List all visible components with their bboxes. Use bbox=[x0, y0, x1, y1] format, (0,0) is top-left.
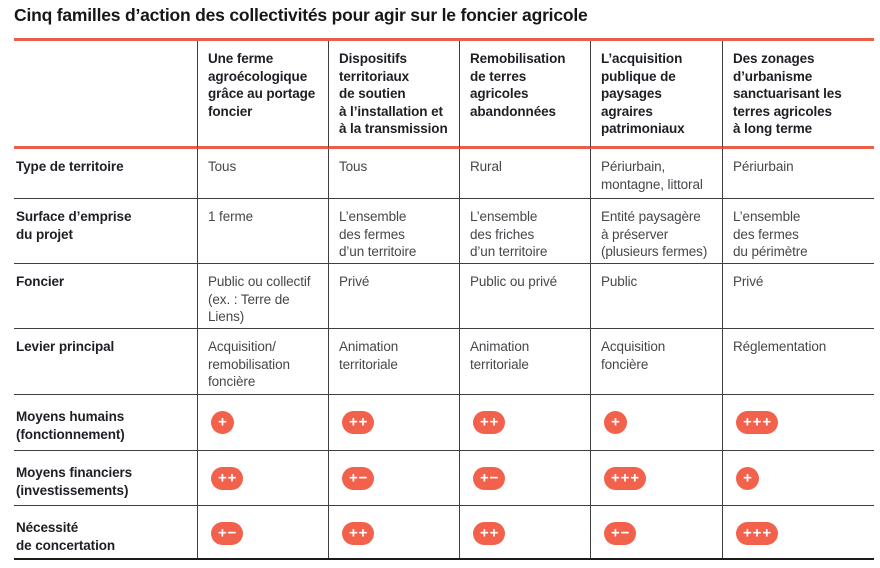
table-cell: Privé bbox=[328, 263, 459, 328]
row-label: Foncier bbox=[14, 263, 197, 328]
table-cell: + + + bbox=[722, 394, 874, 450]
table-cell: + + bbox=[197, 450, 328, 505]
table-cell: Périurbain bbox=[722, 149, 874, 198]
table-cell: + + bbox=[459, 505, 590, 558]
plus-icon: + bbox=[227, 469, 237, 487]
table-cell: + bbox=[197, 394, 328, 450]
row-label: Nécessité de concertation bbox=[14, 505, 197, 558]
table-cell: + + bbox=[459, 394, 590, 450]
minus-icon: − bbox=[227, 524, 237, 542]
plus-icon: + bbox=[480, 524, 489, 542]
rating-badge: + + bbox=[342, 411, 375, 434]
plus-icon: + bbox=[743, 413, 752, 431]
table-cell: L’ensemble des fermes du périmètre bbox=[722, 198, 874, 263]
table-cell: + bbox=[590, 394, 722, 450]
plus-icon: + bbox=[611, 413, 620, 431]
table-cell: Animation territoriale bbox=[328, 328, 459, 394]
table-cell: + − bbox=[590, 505, 722, 558]
plus-icon: + bbox=[611, 524, 620, 542]
table-cell: Public ou privé bbox=[459, 263, 590, 328]
table-cell: Périurbain, montagne, littoral bbox=[590, 149, 722, 198]
minus-icon: − bbox=[489, 469, 499, 487]
plus-icon: + bbox=[218, 524, 227, 542]
rating-badge: + − bbox=[473, 467, 506, 490]
minus-icon: − bbox=[620, 524, 630, 542]
rating-badge: + bbox=[604, 411, 627, 434]
rating-badge: + bbox=[736, 467, 759, 490]
table-cell: + + + bbox=[590, 450, 722, 505]
table-cell: + − bbox=[459, 450, 590, 505]
table-corner-cell bbox=[14, 41, 197, 149]
plus-icon: + bbox=[743, 469, 752, 487]
plus-icon: + bbox=[349, 413, 358, 431]
table-cell: Acquisition/ remobilisation foncière bbox=[197, 328, 328, 394]
table-cell: Tous bbox=[328, 149, 459, 198]
row-label: Moyens humains (fonctionnement) bbox=[14, 394, 197, 450]
page-title: Cinq familles d’action des collectivités… bbox=[14, 5, 588, 25]
row-label: Levier principal bbox=[14, 328, 197, 394]
table-cell: + + + bbox=[722, 505, 874, 558]
plus-icon: + bbox=[752, 413, 762, 431]
column-header: L’acquisition publique de paysages agrai… bbox=[590, 41, 722, 149]
plus-icon: + bbox=[349, 524, 358, 542]
plus-icon: + bbox=[480, 413, 489, 431]
table-cell: Réglementation bbox=[722, 328, 874, 394]
plus-icon: + bbox=[752, 524, 762, 542]
row-label: Surface d’emprise du projet bbox=[14, 198, 197, 263]
plus-icon: + bbox=[218, 469, 227, 487]
rating-badge: + − bbox=[342, 467, 375, 490]
column-header: Des zonages d’urbanisme sanctuarisant le… bbox=[722, 41, 874, 149]
plus-icon: + bbox=[358, 413, 368, 431]
table-cell: + bbox=[722, 450, 874, 505]
plus-icon: + bbox=[349, 469, 358, 487]
rating-badge: + + bbox=[473, 522, 506, 545]
table-cell: Tous bbox=[197, 149, 328, 198]
rating-badge: + − bbox=[604, 522, 637, 545]
rating-badge: + + + bbox=[736, 522, 779, 545]
table-cell: Animation territoriale bbox=[459, 328, 590, 394]
plus-icon: + bbox=[630, 469, 640, 487]
rating-badge: + − bbox=[211, 522, 244, 545]
rating-badge: + bbox=[211, 411, 234, 434]
plus-icon: + bbox=[218, 413, 227, 431]
rating-badge: + + bbox=[211, 467, 244, 490]
table-cell: L’ensemble des friches d’un territoire bbox=[459, 198, 590, 263]
plus-icon: + bbox=[489, 413, 499, 431]
table-cell: + − bbox=[328, 450, 459, 505]
table-cell: L’ensemble des fermes d’un territoire bbox=[328, 198, 459, 263]
table-cell: + + bbox=[328, 394, 459, 450]
plus-icon: + bbox=[358, 524, 368, 542]
table-cell: Public ou collectif (ex. : Terre de Lien… bbox=[197, 263, 328, 328]
table-cell: Entité paysagère à préserver (plusieurs … bbox=[590, 198, 722, 263]
table-cell: 1 ferme bbox=[197, 198, 328, 263]
rating-badge: + + bbox=[473, 411, 506, 434]
column-header: Remobilisation de terres agricoles aband… bbox=[459, 41, 590, 149]
rating-badge: + + bbox=[342, 522, 375, 545]
table-cell: + + bbox=[328, 505, 459, 558]
plus-icon: + bbox=[620, 469, 630, 487]
column-header: Une ferme agroécologique grâce au portag… bbox=[197, 41, 328, 149]
plus-icon: + bbox=[489, 524, 499, 542]
column-header: Dispositifs territoriaux de soutien à l’… bbox=[328, 41, 459, 149]
table-cell: Privé bbox=[722, 263, 874, 328]
plus-icon: + bbox=[743, 524, 752, 542]
plus-icon: + bbox=[611, 469, 620, 487]
plus-icon: + bbox=[762, 413, 772, 431]
plus-icon: + bbox=[762, 524, 772, 542]
plus-icon: + bbox=[480, 469, 489, 487]
table-cell: Public bbox=[590, 263, 722, 328]
row-label: Type de territoire bbox=[16, 159, 124, 174]
table-cell: Acquisition foncière bbox=[590, 328, 722, 394]
action-families-table: Une ferme agroécologique grâce au portag… bbox=[14, 38, 874, 560]
minus-icon: − bbox=[358, 469, 368, 487]
rating-badge: + + + bbox=[736, 411, 779, 434]
table-cell: + − bbox=[197, 505, 328, 558]
row-label: Moyens financiers (investissements) bbox=[14, 450, 197, 505]
table-cell: Rural bbox=[459, 149, 590, 198]
rating-badge: + + + bbox=[604, 467, 647, 490]
